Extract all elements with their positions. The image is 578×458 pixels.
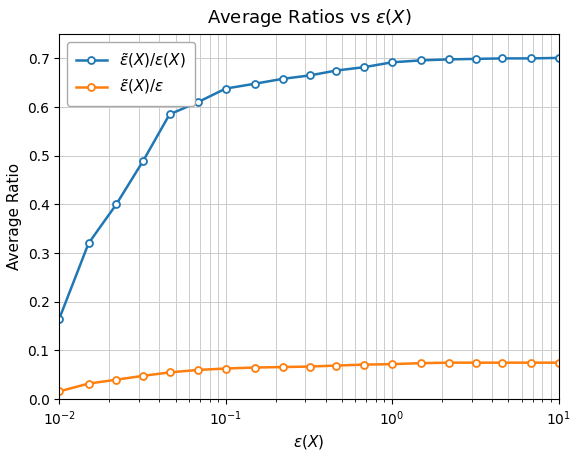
$\tilde{\varepsilon}(X)/\varepsilon$	[388, 361, 395, 367]
$\tilde{\varepsilon}(X)/\varepsilon$	[499, 360, 506, 365]
$\tilde{\varepsilon}(X)/\varepsilon(X)$	[279, 76, 286, 82]
$\tilde{\varepsilon}(X)/\varepsilon(X)$	[555, 55, 562, 60]
$\tilde{\varepsilon}(X)/\varepsilon(X)$	[446, 57, 453, 62]
$\tilde{\varepsilon}(X)/\varepsilon(X)$	[113, 202, 120, 207]
$\tilde{\varepsilon}(X)/\varepsilon(X)$	[166, 112, 173, 117]
$\tilde{\varepsilon}(X)/\varepsilon(X)$	[527, 56, 534, 61]
$\tilde{\varepsilon}(X)/\varepsilon(X)$	[251, 81, 258, 87]
$\tilde{\varepsilon}(X)/\varepsilon(X)$	[306, 73, 313, 78]
$\tilde{\varepsilon}(X)/\varepsilon$	[527, 360, 534, 365]
Title: Average Ratios vs $\varepsilon(X)$: Average Ratios vs $\varepsilon(X)$	[206, 7, 411, 29]
Legend: $\tilde{\varepsilon}(X)/\varepsilon(X)$, $\tilde{\varepsilon}(X)/\varepsilon$: $\tilde{\varepsilon}(X)/\varepsilon(X)$,…	[67, 42, 195, 105]
$\tilde{\varepsilon}(X)/\varepsilon$	[113, 377, 120, 382]
$\tilde{\varepsilon}(X)/\varepsilon$	[332, 363, 339, 368]
$\tilde{\varepsilon}(X)/\varepsilon(X)$	[140, 158, 147, 164]
X-axis label: $\varepsilon(X)$: $\varepsilon(X)$	[293, 433, 324, 451]
$\tilde{\varepsilon}(X)/\varepsilon$	[306, 364, 313, 369]
$\tilde{\varepsilon}(X)/\varepsilon$	[446, 360, 453, 365]
$\tilde{\varepsilon}(X)/\varepsilon(X)$	[418, 58, 425, 63]
$\tilde{\varepsilon}(X)/\varepsilon(X)$	[499, 56, 506, 61]
Line: $\tilde{\varepsilon}(X)/\varepsilon$: $\tilde{\varepsilon}(X)/\varepsilon$	[55, 359, 562, 395]
$\tilde{\varepsilon}(X)/\varepsilon$	[166, 370, 173, 375]
$\tilde{\varepsilon}(X)/\varepsilon$	[85, 381, 92, 387]
$\tilde{\varepsilon}(X)/\varepsilon(X)$	[55, 316, 62, 322]
$\tilde{\varepsilon}(X)/\varepsilon(X)$	[222, 86, 229, 91]
$\tilde{\varepsilon}(X)/\varepsilon$	[194, 367, 201, 373]
$\tilde{\varepsilon}(X)/\varepsilon$	[55, 389, 62, 394]
$\tilde{\varepsilon}(X)/\varepsilon$	[251, 365, 258, 370]
$\tilde{\varepsilon}(X)/\varepsilon$	[140, 373, 147, 379]
$\tilde{\varepsilon}(X)/\varepsilon$	[473, 360, 480, 365]
$\tilde{\varepsilon}(X)/\varepsilon(X)$	[332, 68, 339, 73]
$\tilde{\varepsilon}(X)/\varepsilon(X)$	[85, 240, 92, 246]
Line: $\tilde{\varepsilon}(X)/\varepsilon(X)$: $\tilde{\varepsilon}(X)/\varepsilon(X)$	[55, 55, 562, 322]
$\tilde{\varepsilon}(X)/\varepsilon(X)$	[473, 56, 480, 62]
Y-axis label: Average Ratio: Average Ratio	[7, 163, 22, 270]
$\tilde{\varepsilon}(X)/\varepsilon$	[361, 362, 368, 367]
$\tilde{\varepsilon}(X)/\varepsilon(X)$	[194, 99, 201, 105]
$\tilde{\varepsilon}(X)/\varepsilon(X)$	[361, 65, 368, 70]
$\tilde{\varepsilon}(X)/\varepsilon$	[222, 366, 229, 371]
$\tilde{\varepsilon}(X)/\varepsilon$	[279, 364, 286, 370]
$\tilde{\varepsilon}(X)/\varepsilon(X)$	[388, 60, 395, 65]
$\tilde{\varepsilon}(X)/\varepsilon$	[555, 360, 562, 365]
$\tilde{\varepsilon}(X)/\varepsilon$	[418, 360, 425, 366]
